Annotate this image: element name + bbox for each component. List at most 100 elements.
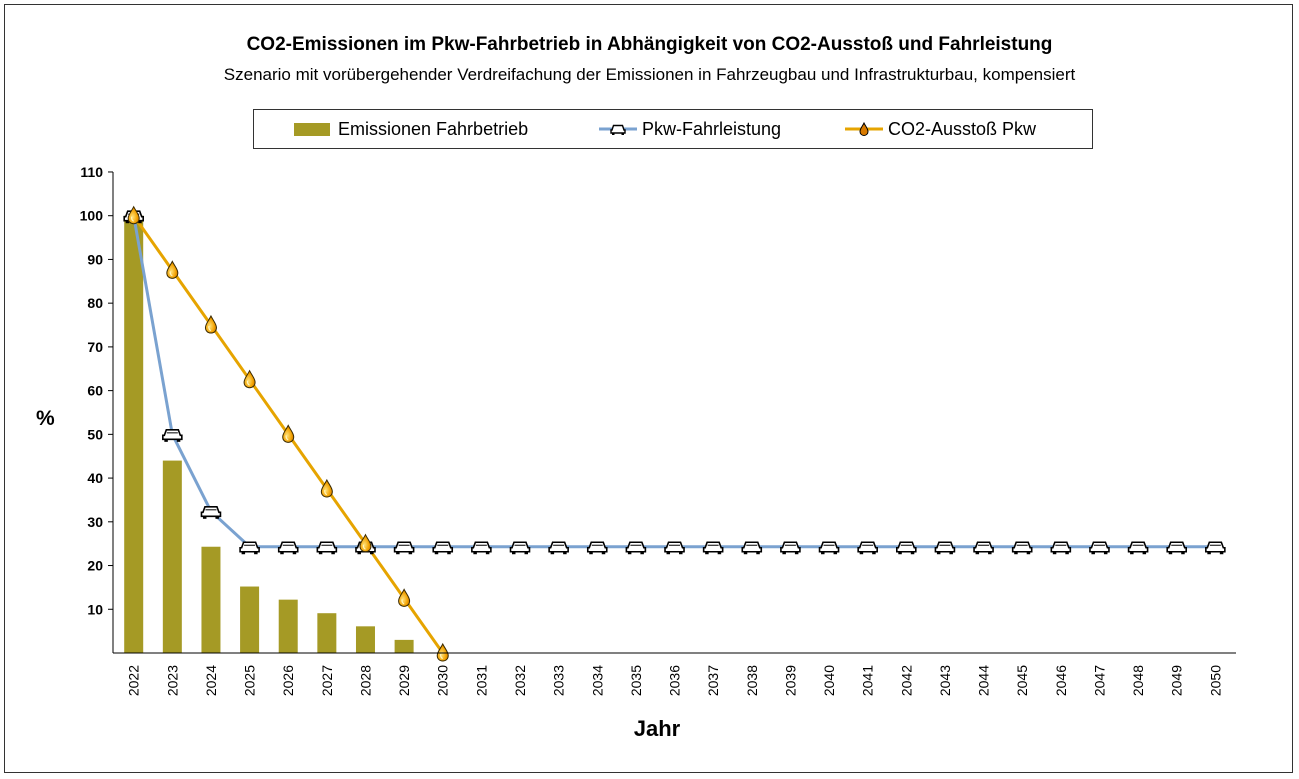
car-icon: [239, 541, 260, 555]
x-tick-label: 2049: [1169, 665, 1185, 696]
fuel-drop-icon: [859, 121, 869, 137]
car-icon: [1205, 541, 1226, 555]
legend-item-co2-ausstoss: CO2-Ausstoß Pkw: [844, 110, 1036, 148]
fuel-drop-icon: [166, 260, 179, 279]
y-tick-label: 30: [87, 514, 103, 530]
x-tick-label: 2026: [280, 665, 296, 696]
y-axis: 10 20 30 40 50 60 70 80 90 100 110: [80, 164, 114, 653]
x-tick-label: 2048: [1130, 665, 1146, 696]
legend-label-fahrleistung: Pkw-Fahrleistung: [642, 118, 782, 139]
car-icon: [702, 541, 724, 555]
bar: [162, 460, 182, 653]
legend-swatch-drop-line: [845, 121, 883, 137]
car-icon: [1089, 541, 1110, 555]
x-tick-label: 2031: [473, 665, 489, 696]
x-tick-label: 2044: [976, 665, 992, 696]
x-tick-label: 2041: [860, 665, 876, 696]
fuel-drop-icon: [127, 205, 140, 225]
x-tick-label: 2032: [512, 665, 528, 696]
x-tick-label: 2022: [126, 665, 142, 696]
y-tick-label: 100: [80, 208, 104, 224]
legend-item-fahrleistung: Pkw-Fahrleistung: [598, 110, 781, 148]
chart-subtitle: Szenario mit vorübergehender Verdreifach…: [223, 65, 1076, 84]
car-icon: [818, 541, 840, 555]
bar: [394, 639, 414, 653]
car-icon: [895, 541, 917, 555]
bar: [201, 546, 221, 653]
fuel-drop-icon: [282, 424, 295, 443]
x-tick-label: 2042: [898, 665, 914, 696]
x-axis-label: Jahr: [633, 716, 681, 741]
y-tick-label: 60: [87, 383, 103, 399]
x-tick-label: 2045: [1014, 665, 1030, 696]
x-tick-label: 2036: [667, 665, 683, 696]
bar: [124, 215, 144, 653]
line-markers: [123, 205, 1226, 662]
fuel-drop-icon: [243, 369, 256, 389]
x-tick-label: 2047: [1091, 665, 1107, 696]
car-icon: [610, 124, 626, 135]
y-tick-label: 90: [87, 251, 103, 267]
x-tick-label: 2037: [705, 665, 721, 696]
x-tick-label: 2040: [821, 665, 837, 696]
x-tick-label: 2023: [164, 665, 180, 696]
x-tick-label: 2039: [782, 665, 798, 696]
x-tick-label: 2043: [937, 665, 953, 696]
fuel-drop-icon: [359, 533, 372, 553]
x-tick-label: 2030: [435, 665, 451, 696]
car-icon: [625, 541, 647, 555]
legend-item-emissionen: Emissionen Fahrbetrieb: [294, 110, 528, 148]
bar: [240, 586, 260, 653]
fuel-drop-icon: [320, 478, 333, 498]
bar-series-emissionen: [124, 215, 414, 653]
car-icon: [393, 541, 415, 555]
car-icon: [1166, 541, 1188, 555]
x-tick-label: 2029: [396, 665, 412, 696]
y-tick-label: 10: [87, 601, 103, 617]
x-tick-label: 2050: [1207, 665, 1223, 696]
x-tick-label: 2038: [744, 665, 760, 696]
bar: [355, 626, 375, 653]
bar: [317, 613, 337, 653]
car-icon: [1011, 541, 1033, 555]
chart-legend: Emissionen Fahrbetrieb Pkw-Fahrleistung …: [253, 109, 1093, 149]
x-tick-label: 2034: [589, 665, 605, 696]
fuel-drop-icon: [398, 588, 411, 607]
line-pkw-fahrleistung: [132, 215, 1216, 549]
x-tick-label: 2035: [628, 665, 644, 696]
car-icon: [509, 541, 531, 555]
car-icon: [200, 506, 222, 519]
y-axis-label: %: [36, 407, 55, 430]
y-tick-label: 40: [87, 470, 103, 486]
fuel-drop-icon: [204, 314, 217, 334]
x-tick-label: 2046: [1053, 665, 1069, 696]
y-tick-label: 50: [87, 426, 103, 442]
x-axis: 2022 2023 2024 2025 2026 2027 2028 2029 2030 2031…: [113, 652, 1236, 696]
x-tick-label: 2027: [319, 665, 335, 696]
y-tick-label: 80: [87, 295, 103, 311]
x-tick-label: 2033: [551, 665, 567, 696]
car-icon: [162, 429, 183, 442]
legend-swatch-car-line: [599, 124, 637, 135]
car-icon: [780, 541, 801, 555]
bar: [278, 599, 298, 653]
car-icon: [741, 541, 763, 555]
car-icon: [934, 541, 956, 555]
x-tick-label: 2025: [242, 665, 258, 696]
line-series: [132, 214, 1216, 654]
legend-label-co2-ausstoss: CO2-Ausstoß Pkw: [888, 118, 1037, 139]
car-icon: [973, 541, 994, 555]
legend-swatch-bar: [294, 122, 330, 136]
car-icon: [316, 541, 338, 555]
y-tick-label: 110: [80, 164, 103, 180]
legend-label-emissionen: Emissionen Fahrbetrieb: [338, 118, 529, 139]
car-icon: [432, 541, 454, 555]
x-tick-label: 2024: [203, 665, 219, 696]
car-icon: [471, 541, 492, 555]
car-icon: [857, 541, 878, 555]
car-icon: [548, 541, 569, 555]
car-icon: [586, 541, 608, 555]
car-icon: [277, 541, 299, 555]
chart-title: CO2-Emissionen im Pkw-Fahrbetrieb in Abh…: [246, 34, 1053, 55]
